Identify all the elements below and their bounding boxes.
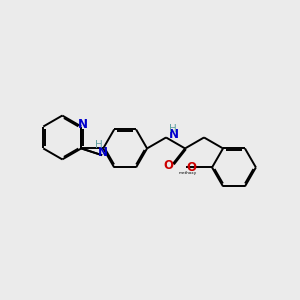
Text: N: N [98,146,108,159]
Text: methoxy: methoxy [179,171,197,175]
Text: H: H [169,124,176,134]
Text: N: N [169,128,178,142]
Text: H: H [94,140,102,150]
Text: N: N [78,118,88,130]
Text: O: O [186,161,196,174]
Text: O: O [163,158,173,172]
